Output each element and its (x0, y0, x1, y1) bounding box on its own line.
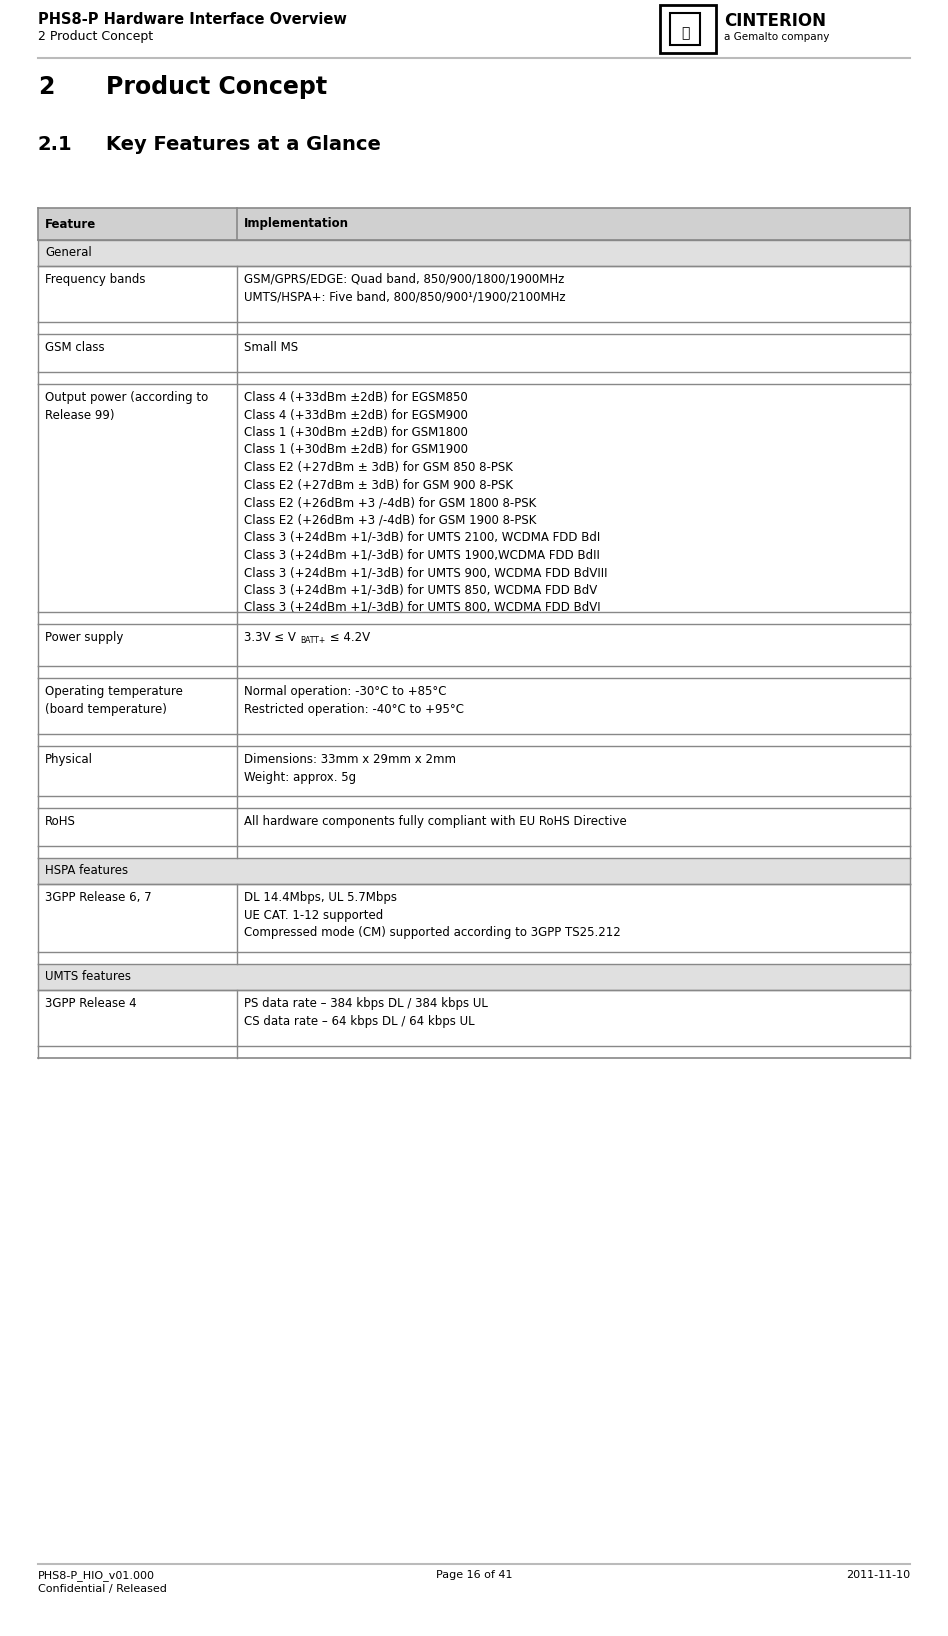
Text: 2011-11-10: 2011-11-10 (846, 1571, 910, 1580)
Text: Confidential / Released: Confidential / Released (38, 1584, 167, 1593)
Text: PS data rate – 384 kbps DL / 384 kbps UL
CS data rate – 64 kbps DL / 64 kbps UL: PS data rate – 384 kbps DL / 384 kbps UL… (244, 996, 487, 1027)
Bar (38, 857, 910, 883)
Text: 3GPP Release 6, 7: 3GPP Release 6, 7 (45, 892, 152, 905)
Text: Output power (according to
Release 99): Output power (according to Release 99) (45, 391, 209, 422)
Text: HSPA features: HSPA features (45, 864, 128, 877)
Text: DL 14.4Mbps, UL 5.7Mbps
UE CAT. 1-12 supported
Compressed mode (CM) supported ac: DL 14.4Mbps, UL 5.7Mbps UE CAT. 1-12 sup… (244, 892, 621, 939)
Text: 2.1: 2.1 (38, 136, 73, 154)
Bar (38, 964, 910, 990)
Text: CINTERION: CINTERION (724, 11, 826, 29)
Text: All hardware components fully compliant with EU RoHS Directive: All hardware components fully compliant … (244, 815, 627, 828)
Text: Operating temperature
(board temperature): Operating temperature (board temperature… (45, 685, 183, 715)
Text: ≤ 4.2V: ≤ 4.2V (326, 631, 370, 645)
Text: Physical: Physical (45, 753, 93, 766)
Bar (670, 13, 700, 46)
Text: 3GPP Release 4: 3GPP Release 4 (45, 996, 137, 1009)
Text: ⧖: ⧖ (681, 26, 689, 39)
Text: GSM class: GSM class (45, 340, 104, 353)
Text: Implementation: Implementation (244, 218, 349, 231)
Text: Frequency bands: Frequency bands (45, 273, 145, 286)
Text: 3.3V ≤ V: 3.3V ≤ V (244, 631, 296, 645)
Text: Feature: Feature (45, 218, 97, 231)
Text: Key Features at a Glance: Key Features at a Glance (106, 136, 381, 154)
Text: Small MS: Small MS (244, 340, 298, 353)
Text: Dimensions: 33mm x 29mm x 2mm
Weight: approx. 5g: Dimensions: 33mm x 29mm x 2mm Weight: ap… (244, 753, 456, 784)
Text: Class 4 (+33dBm ±2dB) for EGSM850
Class 4 (+33dBm ±2dB) for EGSM900
Class 1 (+30: Class 4 (+33dBm ±2dB) for EGSM850 Class … (244, 391, 608, 614)
Text: Page 16 of 41: Page 16 of 41 (436, 1571, 512, 1580)
Text: Normal operation: -30°C to +85°C
Restricted operation: -40°C to +95°C: Normal operation: -30°C to +85°C Restric… (244, 685, 464, 715)
Text: PHS8-P Hardware Interface Overview: PHS8-P Hardware Interface Overview (38, 11, 347, 28)
Text: 2 Product Concept: 2 Product Concept (38, 29, 154, 43)
Text: Power supply: Power supply (45, 631, 123, 645)
Bar (660, 5, 716, 52)
Text: GSM/GPRS/EDGE: Quad band, 850/900/1800/1900MHz
UMTS/HSPA+: Five band, 800/850/90: GSM/GPRS/EDGE: Quad band, 850/900/1800/1… (244, 273, 565, 304)
Text: General: General (45, 247, 92, 260)
Bar (38, 208, 910, 240)
Bar (38, 240, 910, 267)
Text: PHS8-P_HIO_v01.000: PHS8-P_HIO_v01.000 (38, 1571, 155, 1580)
Text: BATT+: BATT+ (300, 636, 325, 645)
Text: RoHS: RoHS (45, 815, 76, 828)
Text: 2: 2 (38, 75, 54, 100)
Text: UMTS features: UMTS features (45, 970, 131, 983)
Text: Product Concept: Product Concept (106, 75, 327, 100)
Text: a Gemalto company: a Gemalto company (724, 33, 830, 43)
